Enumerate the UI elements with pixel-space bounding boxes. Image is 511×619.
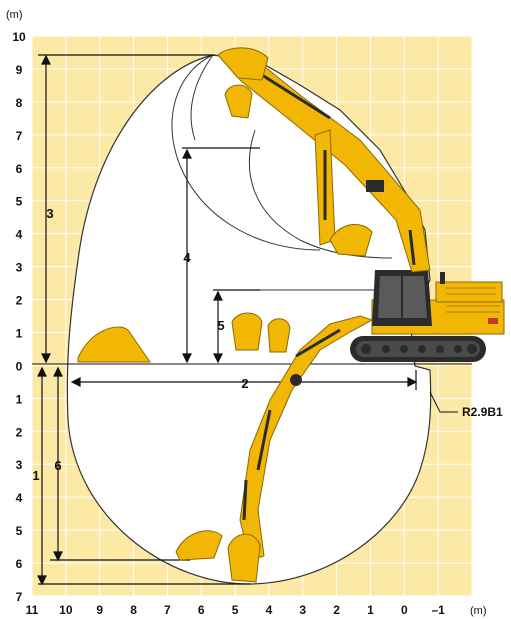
y-tick-label: 6 xyxy=(16,557,23,571)
bucket-ground-far xyxy=(77,326,151,363)
x-tick-label: 2 xyxy=(333,603,340,617)
y-tick-label: 7 xyxy=(16,590,23,604)
excavator-tracks xyxy=(350,336,486,362)
y-tick-label: 3 xyxy=(16,261,23,275)
x-tick-label: 1 xyxy=(367,603,374,617)
y-tick-label: 6 xyxy=(16,162,23,176)
callout-label: R2.9B1 xyxy=(462,405,503,419)
y-tick-label: 4 xyxy=(16,491,23,505)
y-tick-label: 0 xyxy=(16,359,23,373)
y-tick-label: 1 xyxy=(16,392,23,406)
x-tick-label: 3 xyxy=(299,603,306,617)
bucket-wall xyxy=(175,530,223,561)
y-tick-label: 8 xyxy=(16,96,23,110)
y-tick-label: 9 xyxy=(16,63,23,77)
y-tick-label: 2 xyxy=(16,294,23,308)
x-tick-label: 9 xyxy=(96,603,103,617)
dimension-label-3: 3 xyxy=(46,206,53,221)
y-tick-label: 4 xyxy=(16,228,23,242)
dimension-label-6: 6 xyxy=(54,458,61,473)
dimension-label-1: 1 xyxy=(32,468,39,483)
y-tick-label: 1 xyxy=(16,326,23,340)
y-tick-label: 2 xyxy=(16,425,23,439)
y-tick-label: 10 xyxy=(12,30,26,44)
y-tick-label: 3 xyxy=(16,458,23,472)
x-tick-label: 8 xyxy=(130,603,137,617)
bucket-deep xyxy=(227,533,261,583)
top-unit-label: (m) xyxy=(6,9,23,21)
dimension-label-4: 4 xyxy=(183,250,191,265)
x-axis-ticks: 11 10 9 8 7 6 5 4 3 2 1 0 –1 xyxy=(26,603,445,617)
inner-boom-arc xyxy=(248,129,393,259)
inner-reach-arc xyxy=(171,54,321,251)
x-tick-label: 11 xyxy=(26,603,39,617)
excavator-cab xyxy=(372,270,432,326)
dimension-label-5: 5 xyxy=(217,318,224,333)
x-tick-label: 10 xyxy=(59,603,73,617)
callout-leader xyxy=(429,391,441,413)
inner-reach-arc-2 xyxy=(190,54,214,141)
x-tick-label: 0 xyxy=(401,603,408,617)
bucket-top xyxy=(217,47,269,81)
x-tick-label: 6 xyxy=(198,603,205,617)
x-tick-label: 4 xyxy=(266,603,273,617)
bucket-upper-dump xyxy=(329,224,373,257)
excavator-arm-raised xyxy=(229,54,431,273)
y-tick-label: 5 xyxy=(16,524,23,538)
dimension-lines xyxy=(32,54,472,586)
x-tick-label: 7 xyxy=(164,603,171,617)
bucket-mid-1 xyxy=(231,312,263,351)
y-tick-label: 7 xyxy=(16,129,23,143)
bucket-curled-high xyxy=(224,84,253,119)
bucket-mid-2 xyxy=(267,318,291,353)
x-tick-label: 5 xyxy=(232,603,239,617)
y-tick-label: 5 xyxy=(16,195,23,209)
bottom-unit-label: (m) xyxy=(470,605,487,617)
x-tick-label: –1 xyxy=(431,603,445,617)
dimension-label-2: 2 xyxy=(241,376,248,391)
